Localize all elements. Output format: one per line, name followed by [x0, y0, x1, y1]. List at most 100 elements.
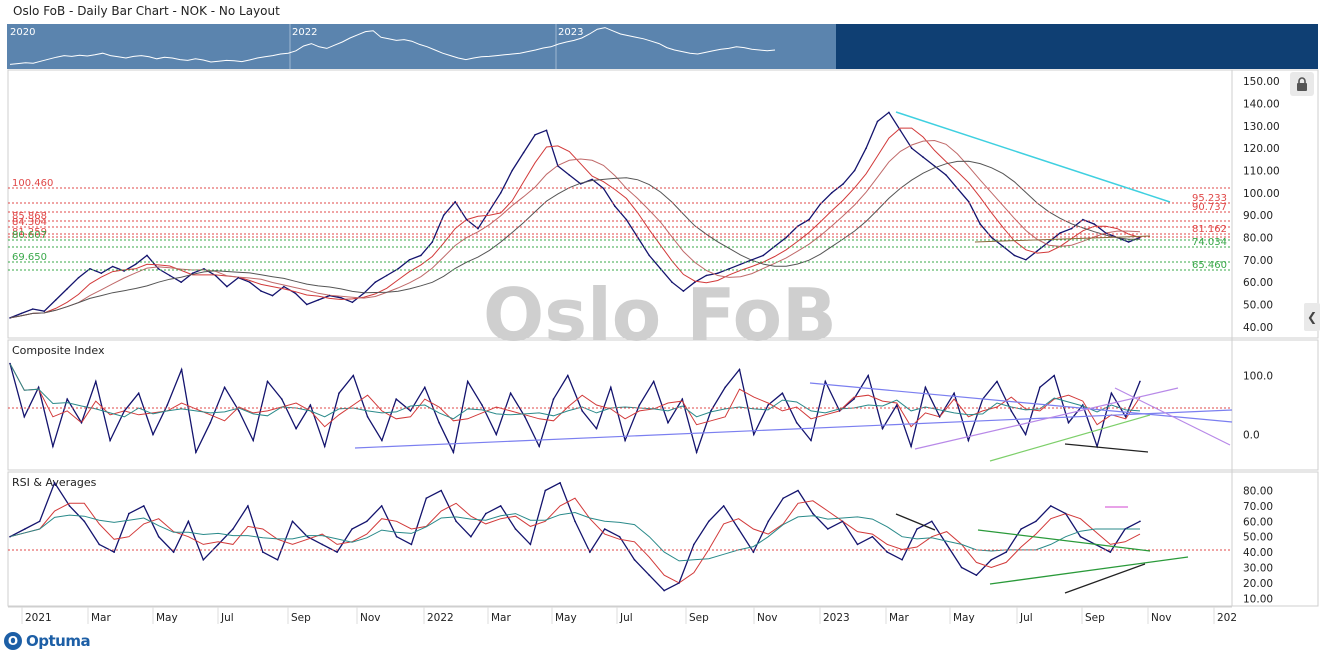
data-point — [226, 285, 228, 288]
data-point — [438, 421, 440, 424]
data-point — [648, 574, 651, 576]
optuma-logo-text: Optuma — [26, 632, 91, 650]
data-point — [924, 386, 927, 389]
data-point — [886, 551, 888, 553]
x-tick-label: Nov — [757, 612, 778, 624]
data-point — [1053, 374, 1055, 377]
data-point — [52, 445, 54, 448]
data-point — [128, 512, 130, 515]
data-point — [24, 528, 26, 530]
trendline — [989, 414, 1151, 462]
data-point — [1020, 528, 1022, 530]
trendline — [989, 556, 1189, 585]
data-point — [410, 543, 413, 546]
data-point — [499, 505, 502, 507]
x-tick-label: Jul — [1019, 612, 1033, 624]
data-point — [652, 380, 655, 383]
data-point — [317, 299, 320, 301]
data-point — [659, 268, 662, 270]
data-point — [753, 433, 755, 436]
data-point — [309, 404, 312, 406]
data-point — [291, 520, 294, 523]
data-point — [996, 380, 998, 383]
data-point — [66, 398, 68, 400]
data-point — [827, 528, 829, 530]
data-point — [737, 528, 740, 530]
data-point — [767, 520, 770, 523]
panel-frame — [7, 339, 1319, 471]
data-point — [663, 589, 665, 592]
data-point — [23, 416, 26, 418]
data-point — [95, 380, 97, 383]
data-point — [808, 218, 810, 221]
trendline — [354, 409, 1233, 449]
data-point — [567, 374, 569, 377]
y-tick-label: 90.00 — [1243, 210, 1273, 222]
data-point — [538, 445, 540, 448]
data-point — [214, 274, 217, 277]
y-tick-label: 150.00 — [1243, 76, 1280, 88]
y-tick-label: 0.0 — [1243, 430, 1260, 442]
data-point — [9, 362, 11, 365]
data-point — [98, 543, 100, 546]
data-point — [614, 205, 616, 207]
trendline — [974, 235, 1151, 243]
data-point — [724, 386, 726, 389]
data-point — [470, 535, 472, 538]
data-point — [223, 386, 226, 389]
data-point — [1025, 259, 1027, 261]
data-point — [217, 543, 219, 546]
data-point — [1047, 241, 1050, 243]
series-line — [9, 363, 1141, 455]
data-point — [1139, 380, 1141, 383]
data-point — [442, 214, 445, 216]
navigator-right — [836, 24, 1318, 69]
y-tick-label: 30.00 — [1243, 562, 1273, 574]
fib-level-label: 81.259 — [12, 227, 47, 238]
data-point — [113, 551, 115, 553]
x-tick-label: Mar — [91, 612, 111, 624]
data-point — [152, 433, 154, 436]
data-point — [603, 528, 606, 530]
collapse-panel-button[interactable]: ❮ — [1304, 303, 1320, 331]
y-tick-label: 60.00 — [1243, 516, 1273, 528]
data-point — [602, 187, 605, 190]
data-point — [824, 380, 827, 383]
data-point — [710, 410, 712, 412]
data-point — [266, 380, 269, 383]
data-point — [83, 520, 86, 523]
data-point — [123, 270, 125, 272]
data-point — [180, 368, 183, 371]
data-point — [381, 439, 383, 442]
data-point — [708, 520, 710, 523]
x-tick-label: Nov — [360, 612, 381, 624]
data-point — [37, 386, 40, 389]
data-point — [881, 427, 884, 430]
chart-title: Oslo FoB - Daily Bar Chart - NOK - No La… — [13, 4, 280, 18]
average-line — [9, 160, 1140, 319]
x-tick-label: 2022 — [427, 612, 454, 624]
data-point — [624, 439, 626, 442]
y-tick-label: 100.00 — [1243, 188, 1280, 200]
fib-level-label: 65.460 — [1192, 260, 1227, 271]
average-line — [9, 127, 1141, 319]
average-line — [9, 139, 1141, 319]
y-tick-label: 10.00 — [1243, 593, 1273, 605]
data-point — [511, 169, 513, 172]
lock-icon[interactable] — [1290, 72, 1314, 96]
data-point — [933, 165, 936, 167]
data-point — [397, 268, 399, 270]
data-point — [945, 543, 948, 546]
data-point — [819, 203, 822, 205]
data-point — [53, 482, 56, 484]
y-tick-label: 50.00 — [1243, 300, 1273, 312]
data-point — [581, 410, 583, 412]
data-point — [295, 427, 297, 430]
data-point — [238, 410, 240, 412]
data-point — [281, 398, 283, 400]
y-tick-label: 100.0 — [1243, 370, 1273, 382]
data-point — [1067, 421, 1070, 424]
series-line — [9, 111, 1141, 319]
y-tick-label: 130.00 — [1243, 121, 1280, 133]
